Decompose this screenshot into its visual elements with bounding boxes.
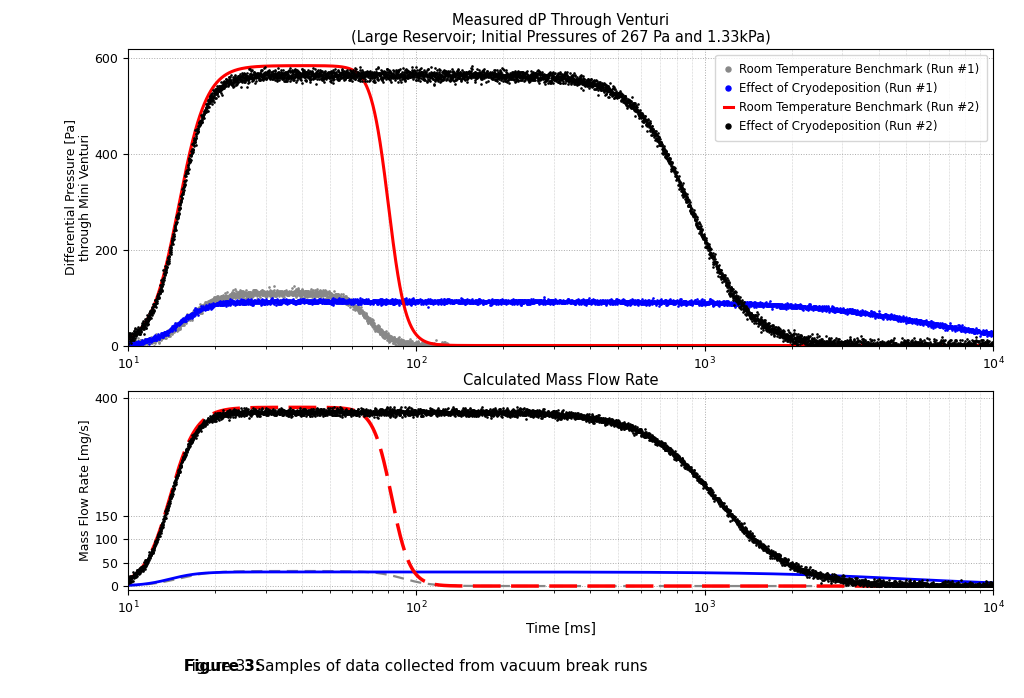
Room Temperature Benchmark (Run #1)	[268, 282, 281, 290]
Room Temperature Benchmark (Run #1)	[122, 341, 134, 349]
Line: Effect of Cryodeposition (Run #1): Effect of Cryodeposition (Run #1)	[127, 296, 994, 347]
Effect of Cryodeposition (Run #1)	[125, 341, 137, 350]
Room Temperature Benchmark (Run #1)	[189, 309, 202, 317]
Room Temperature Benchmark (Run #2)	[987, 341, 999, 350]
Room Temperature Benchmark (Run #2)	[453, 341, 465, 350]
Effect of Cryodeposition (Run #1)	[453, 297, 465, 306]
Effect of Cryodeposition (Run #2)	[768, 327, 780, 336]
Effect of Cryodeposition (Run #1)	[987, 330, 999, 339]
Title: Measured dP Through Venturi
(Large Reservoir; Initial Pressures of 267 Pa and 1.: Measured dP Through Venturi (Large Reser…	[351, 13, 770, 45]
Y-axis label: Differential Pressure [Pa]
through Mini Venturi: Differential Pressure [Pa] through Mini …	[63, 119, 91, 275]
Effect of Cryodeposition (Run #1)	[641, 297, 653, 306]
Effect of Cryodeposition (Run #2)	[834, 340, 846, 348]
Room Temperature Benchmark (Run #1)	[124, 341, 136, 350]
Room Temperature Benchmark (Run #2)	[685, 341, 697, 350]
Room Temperature Benchmark (Run #2)	[768, 341, 780, 350]
Effect of Cryodeposition (Run #1)	[834, 305, 846, 313]
Line: Room Temperature Benchmark (Run #1): Room Temperature Benchmark (Run #1)	[127, 285, 451, 347]
Room Temperature Benchmark (Run #2)	[700, 341, 713, 350]
Room Temperature Benchmark (Run #2)	[122, 334, 134, 343]
Line: Room Temperature Benchmark (Run #2): Room Temperature Benchmark (Run #2)	[128, 66, 993, 346]
Effect of Cryodeposition (Run #1)	[685, 298, 697, 306]
Legend: Room Temperature Benchmark (Run #1), Effect of Cryodeposition (Run #1), Room Tem: Room Temperature Benchmark (Run #1), Eff…	[715, 54, 987, 141]
Effect of Cryodeposition (Run #2)	[802, 341, 814, 350]
Title: Calculated Mass Flow Rate: Calculated Mass Flow Rate	[463, 373, 658, 388]
Room Temperature Benchmark (Run #1)	[185, 312, 198, 320]
Room Temperature Benchmark (Run #1)	[209, 295, 221, 303]
Room Temperature Benchmark (Run #1)	[238, 289, 250, 297]
Effect of Cryodeposition (Run #1)	[122, 337, 134, 346]
Effect of Cryodeposition (Run #2)	[685, 205, 697, 213]
Room Temperature Benchmark (Run #1)	[206, 299, 218, 308]
Effect of Cryodeposition (Run #1)	[768, 300, 780, 309]
Room Temperature Benchmark (Run #2)	[279, 61, 291, 70]
Effect of Cryodeposition (Run #1)	[280, 297, 292, 306]
Line: Effect of Cryodeposition (Run #2): Effect of Cryodeposition (Run #2)	[127, 65, 994, 347]
Effect of Cryodeposition (Run #2)	[466, 61, 478, 70]
Room Temperature Benchmark (Run #2)	[641, 341, 653, 350]
Text: Figure 3: Samples of data collected from vacuum break runs: Figure 3: Samples of data collected from…	[184, 659, 648, 674]
Effect of Cryodeposition (Run #2)	[641, 119, 653, 127]
Effect of Cryodeposition (Run #2)	[279, 68, 291, 77]
Room Temperature Benchmark (Run #2)	[299, 61, 311, 70]
Room Temperature Benchmark (Run #1)	[443, 341, 456, 349]
Effect of Cryodeposition (Run #1)	[538, 293, 550, 302]
X-axis label: Time [ms]: Time [ms]	[525, 622, 596, 636]
Effect of Cryodeposition (Run #2)	[987, 341, 999, 350]
Effect of Cryodeposition (Run #2)	[122, 340, 134, 348]
Effect of Cryodeposition (Run #2)	[453, 70, 465, 79]
Text: Figure 3:: Figure 3:	[184, 659, 261, 674]
Y-axis label: Mass Flow Rate [mg/s]: Mass Flow Rate [mg/s]	[79, 419, 91, 561]
Room Temperature Benchmark (Run #1)	[359, 312, 372, 320]
Room Temperature Benchmark (Run #2)	[834, 341, 846, 350]
